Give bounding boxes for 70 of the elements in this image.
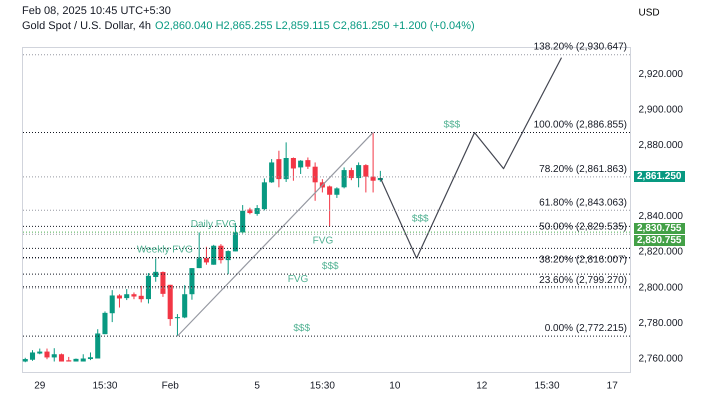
candlestick — [110, 290, 115, 323]
candlestick — [305, 156, 310, 170]
candlestick — [363, 164, 368, 193]
x-tick-label: 15:30 — [92, 380, 118, 392]
candlestick — [327, 185, 332, 227]
candlestick — [182, 284, 188, 319]
x-tick-label: 29 — [34, 380, 46, 392]
candlestick — [218, 244, 224, 264]
ref-line-label: 78.20% (2,861.863) — [539, 164, 627, 175]
y-tick-label: 2,900.000 — [638, 104, 684, 116]
candlestick — [44, 348, 50, 360]
ref-line-label: 23.60% (2,799.270) — [539, 275, 627, 286]
candlestick — [153, 256, 158, 282]
ref-line-label: 38.20% (2,816.007) — [539, 254, 627, 266]
ref-line-label: FVG — [288, 274, 309, 285]
text: 2,830.755 — [634, 235, 684, 246]
candlestick — [298, 160, 304, 174]
candlestick — [160, 270, 166, 298]
ref-line-label: $$$ — [412, 213, 430, 224]
ref-line-label: 138.20% (2,930.647) — [534, 42, 627, 53]
candlestick — [116, 294, 122, 308]
y-tick-label: 2,920.000 — [638, 69, 684, 80]
candlestick — [356, 162, 362, 188]
x-tick-label: 5 — [254, 380, 260, 392]
ref-line-label: 0.00% (2,772.215) — [544, 323, 627, 334]
ref-line-label: 61.80% (2,843.063) — [539, 197, 627, 208]
candlestick — [334, 186, 340, 198]
x-tick-label: Feb — [162, 380, 180, 392]
candlestick — [290, 156, 296, 182]
ref-line-label: 50.00% (2,829.535) — [539, 221, 627, 232]
x-tick-label: 12 — [476, 380, 488, 392]
y-tick-label: 2,880.000 — [638, 140, 684, 152]
candlestick — [211, 244, 216, 266]
candlestick — [196, 232, 202, 269]
candlestick — [284, 142, 289, 182]
candlestick — [348, 167, 354, 181]
y-tick-label: 2,760.000 — [638, 353, 684, 364]
candlestick — [124, 288, 130, 301]
candlestick — [146, 272, 151, 304]
candlestick — [52, 348, 57, 362]
candlestick — [102, 310, 108, 335]
candlestick — [174, 314, 180, 337]
candlestick — [269, 158, 274, 184]
chart-subtitle: Feb 08, 2025 10:45 UTC+5:30 — [22, 4, 172, 19]
candlestick — [342, 166, 347, 189]
annotation: $$$ — [444, 119, 461, 130]
chart-title: Gold Spot / U.S. Dollar, 4h — [22, 20, 152, 32]
ref-line-label: Weekly FVG — [136, 244, 194, 256]
y-tick-label: 2,780.000 — [638, 318, 684, 329]
y-tick-label: 2,820.000 — [638, 246, 684, 258]
text: 2,861.250 — [634, 171, 684, 182]
candlestick — [30, 350, 36, 362]
annotation: $$$ — [293, 323, 310, 334]
x-tick-label: 15:30 — [310, 380, 336, 392]
y-tick-label: 2,800.000 — [638, 282, 684, 294]
text: O2,860.040 H2,865.255 L2,859.115 C2,861.250 +1.200 (+0.04%) — [155, 20, 475, 32]
text: 2,830.755 — [634, 223, 684, 234]
candlestick — [312, 162, 318, 202]
y-tick-label: 2,840.000 — [638, 211, 684, 222]
candlestick — [240, 204, 246, 234]
candlestick — [276, 150, 282, 188]
x-tick-label: 10 — [389, 380, 401, 392]
y-axis-title: USD — [638, 8, 660, 18]
x-tick-label: 17 — [606, 380, 618, 392]
ref-line-label: $$$ — [322, 261, 340, 272]
ref-line-label: 100.00% (2,886.855) — [534, 120, 627, 131]
candlestick — [204, 246, 209, 266]
x-tick-label: 15:30 — [534, 380, 560, 392]
ref-line-label: FVG — [312, 235, 334, 246]
candlestick — [226, 250, 231, 275]
